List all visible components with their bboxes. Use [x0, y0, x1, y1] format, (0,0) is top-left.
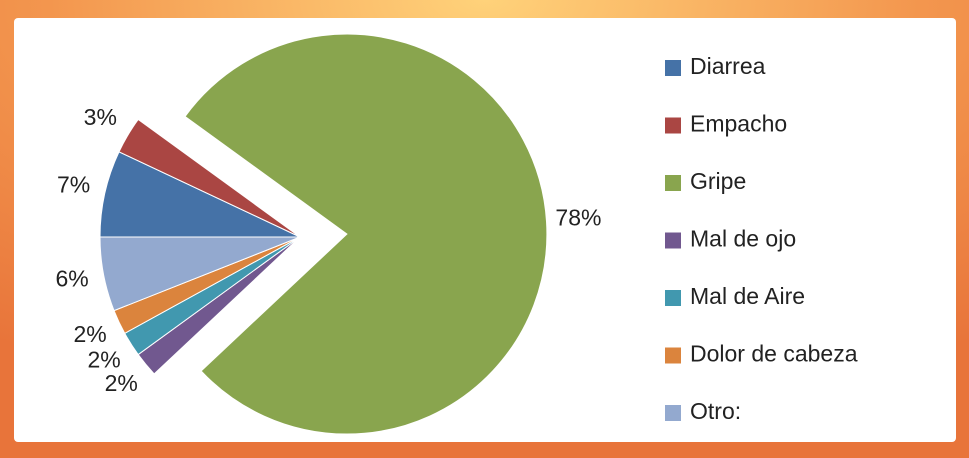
- legend-label: Mal de Aire: [690, 283, 805, 309]
- legend-swatch: [665, 175, 681, 191]
- data-label: 6%: [55, 266, 88, 292]
- data-label: 3%: [84, 104, 117, 130]
- pie-slice: [99, 236, 301, 312]
- legend-swatch: [665, 405, 681, 421]
- legend-label: Otro:: [690, 398, 741, 424]
- pie-slice: [184, 33, 548, 435]
- data-label: 2%: [73, 321, 106, 347]
- legend-label: Dolor de cabeza: [690, 341, 858, 367]
- legend-label: Gripe: [690, 168, 746, 194]
- legend-swatch: [665, 117, 681, 134]
- legend-swatch: [665, 290, 681, 306]
- legend-label: Empacho: [690, 111, 787, 137]
- legend-swatch: [665, 60, 681, 76]
- data-label: 78%: [555, 205, 601, 231]
- data-label: 7%: [57, 171, 90, 197]
- legend-label: Mal de ojo: [690, 226, 796, 252]
- pie-slice: [118, 118, 301, 238]
- legend-swatch: [665, 232, 681, 249]
- data-label: 2%: [87, 346, 120, 372]
- data-label: 2%: [105, 370, 138, 396]
- legend-label: Diarrea: [690, 53, 766, 79]
- legend-swatch: [665, 347, 681, 364]
